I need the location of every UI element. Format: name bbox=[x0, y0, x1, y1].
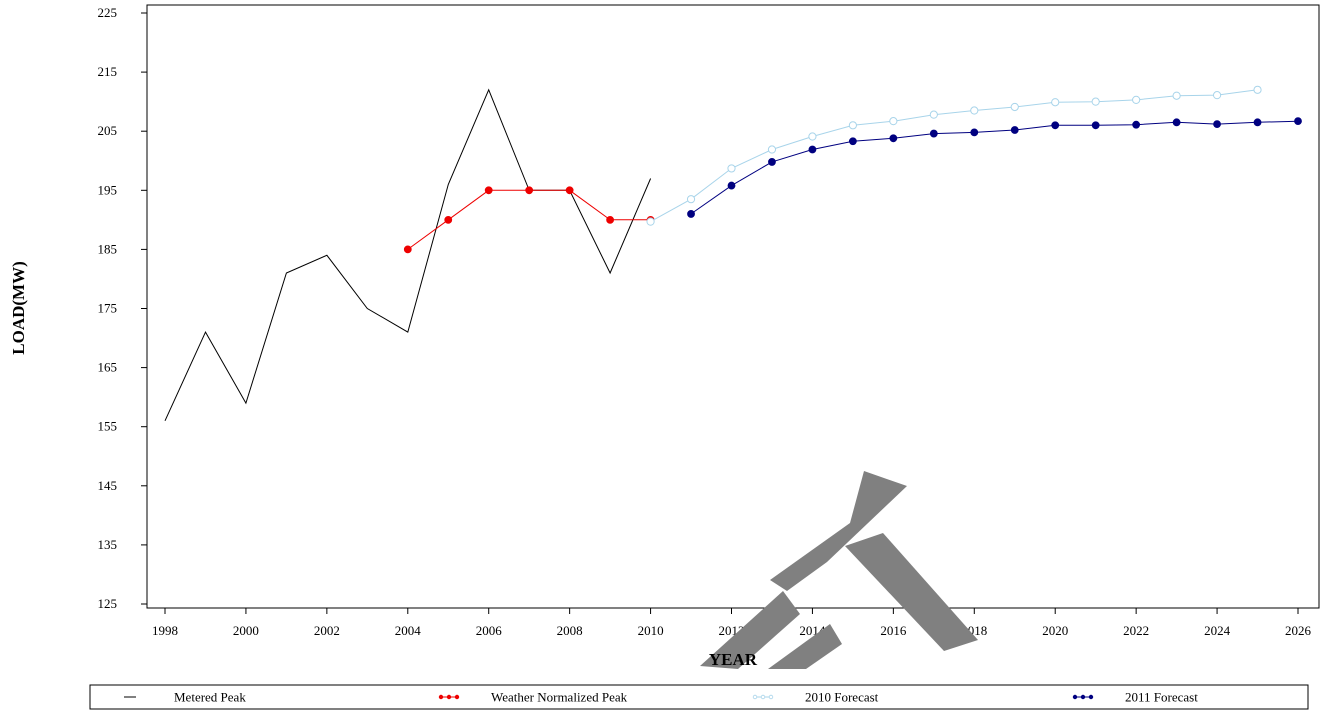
data-point-2011-forecast bbox=[1253, 118, 1262, 127]
data-point-2010-forecast bbox=[727, 164, 736, 173]
x-tick-label: 2024 bbox=[1204, 623, 1231, 638]
y-tick-label: 185 bbox=[98, 241, 118, 256]
y-tick-label: 165 bbox=[98, 360, 118, 375]
data-point-weather-normalized-peak bbox=[484, 186, 493, 195]
data-point-weather-normalized-peak bbox=[565, 186, 574, 195]
x-tick-label: 2016 bbox=[880, 623, 907, 638]
x-tick-label: 2010 bbox=[638, 623, 664, 638]
legend-marker bbox=[768, 694, 774, 700]
y-tick-label: 195 bbox=[98, 182, 118, 197]
data-point-2010-forecast bbox=[1132, 95, 1141, 104]
legend-marker bbox=[446, 694, 452, 700]
legend-item-weather-normalized-peak: Weather Normalized Peak bbox=[438, 690, 628, 705]
data-point-2011-forecast bbox=[1213, 120, 1221, 129]
data-point-2011-forecast bbox=[727, 181, 736, 190]
data-point-2011-forecast bbox=[1091, 121, 1100, 130]
data-point-2011-forecast bbox=[1132, 120, 1141, 129]
data-point-2011-forecast bbox=[1294, 117, 1302, 126]
data-point-weather-normalized-peak bbox=[403, 245, 412, 254]
data-point-weather-normalized-peak bbox=[525, 186, 534, 195]
data-point-weather-normalized-peak bbox=[606, 215, 615, 224]
x-tick-label: 2006 bbox=[476, 623, 503, 638]
data-point-2011-forecast bbox=[1172, 118, 1181, 127]
data-point-2010-forecast bbox=[848, 121, 857, 130]
y-tick-label: 145 bbox=[98, 478, 118, 493]
series-2011-forecast bbox=[687, 117, 1302, 218]
x-tick-label: 1998 bbox=[152, 623, 178, 638]
data-point-2010-forecast bbox=[1212, 91, 1222, 100]
x-axis-title: YEAR bbox=[709, 650, 758, 669]
legend-box bbox=[89, 684, 1309, 710]
data-point-2011-forecast bbox=[889, 134, 898, 143]
y-tick-label: 125 bbox=[98, 596, 118, 611]
x-tick-label: 2002 bbox=[314, 623, 340, 638]
series-metered-peak bbox=[164, 88, 652, 422]
data-point-2011-forecast bbox=[929, 129, 938, 138]
data-point-2010-forecast bbox=[767, 145, 777, 154]
data-point-2010-forecast bbox=[970, 106, 979, 115]
y-tick-label: 175 bbox=[98, 301, 118, 316]
legend-marker bbox=[438, 694, 444, 700]
watermark-logo bbox=[700, 471, 978, 669]
data-point-2011-forecast bbox=[768, 158, 776, 166]
legend-label: Metered Peak bbox=[174, 690, 246, 705]
data-point-2010-forecast bbox=[1010, 102, 1019, 112]
x-tick-label: 2026 bbox=[1285, 623, 1312, 638]
data-point-2010-forecast bbox=[646, 217, 655, 226]
series-layer bbox=[164, 85, 1302, 422]
y-axis-title: LOAD(MW) bbox=[9, 261, 28, 354]
x-tick-label: 2020 bbox=[1042, 623, 1068, 638]
data-point-2010-forecast bbox=[686, 195, 696, 204]
y-tick-label: 155 bbox=[98, 419, 118, 434]
series-2010-forecast bbox=[646, 85, 1262, 226]
data-point-2010-forecast bbox=[1172, 91, 1181, 100]
axes: 1998 2000 2002 2004 2006 2008 2010 2012 2014 2016… bbox=[98, 4, 1320, 638]
data-point-2011-forecast bbox=[1010, 126, 1019, 134]
data-point-2011-forecast bbox=[848, 137, 857, 146]
x-tick-label: 2008 bbox=[557, 623, 583, 638]
x-tick-label: 2000 bbox=[233, 623, 259, 638]
legend-marker bbox=[752, 694, 758, 700]
legend-marker bbox=[1080, 694, 1086, 700]
data-point-2010-forecast bbox=[1091, 97, 1100, 106]
legend-label: 2011 Forecast bbox=[1125, 690, 1198, 705]
y-tick-label: 135 bbox=[98, 537, 118, 552]
legend: Metered Peak Weather Normalized Peak 2010 … bbox=[89, 684, 1309, 710]
x-tick-label: 2022 bbox=[1123, 623, 1149, 638]
series-line-metered-peak bbox=[164, 88, 652, 422]
legend-label: Weather Normalized Peak bbox=[491, 690, 628, 705]
data-point-2010-forecast bbox=[889, 117, 898, 126]
y-tick-label: 215 bbox=[98, 64, 118, 79]
legend-item-2011-forecast: 2011 Forecast bbox=[1072, 690, 1198, 705]
data-point-2011-forecast bbox=[1051, 121, 1060, 130]
legend-marker bbox=[1088, 694, 1094, 700]
plot-frame bbox=[146, 4, 1320, 609]
data-point-2011-forecast bbox=[970, 128, 979, 137]
data-point-2011-forecast bbox=[808, 145, 817, 154]
legend-item-metered-peak: Metered Peak bbox=[124, 690, 246, 705]
data-point-2010-forecast bbox=[929, 110, 938, 119]
data-point-2010-forecast bbox=[808, 132, 817, 141]
data-point-2011-forecast bbox=[687, 210, 695, 218]
legend-label: 2010 Forecast bbox=[805, 690, 879, 705]
legend-item-2010-forecast: 2010 Forecast bbox=[752, 690, 879, 705]
series-line-2010-forecast bbox=[650, 89, 1258, 223]
legend-marker bbox=[1072, 694, 1078, 700]
data-point-weather-normalized-peak bbox=[444, 215, 453, 224]
y-tick-label: 225 bbox=[98, 5, 118, 20]
legend-marker bbox=[454, 694, 460, 700]
data-point-2010-forecast bbox=[1051, 98, 1060, 107]
legend-marker bbox=[760, 694, 766, 700]
series-weather-normalized-peak bbox=[403, 186, 655, 254]
x-tick-label: 2004 bbox=[395, 623, 422, 638]
data-point-2010-forecast bbox=[1253, 85, 1262, 94]
series-line-2011-forecast bbox=[690, 120, 1299, 215]
y-tick-label: 205 bbox=[98, 123, 118, 138]
